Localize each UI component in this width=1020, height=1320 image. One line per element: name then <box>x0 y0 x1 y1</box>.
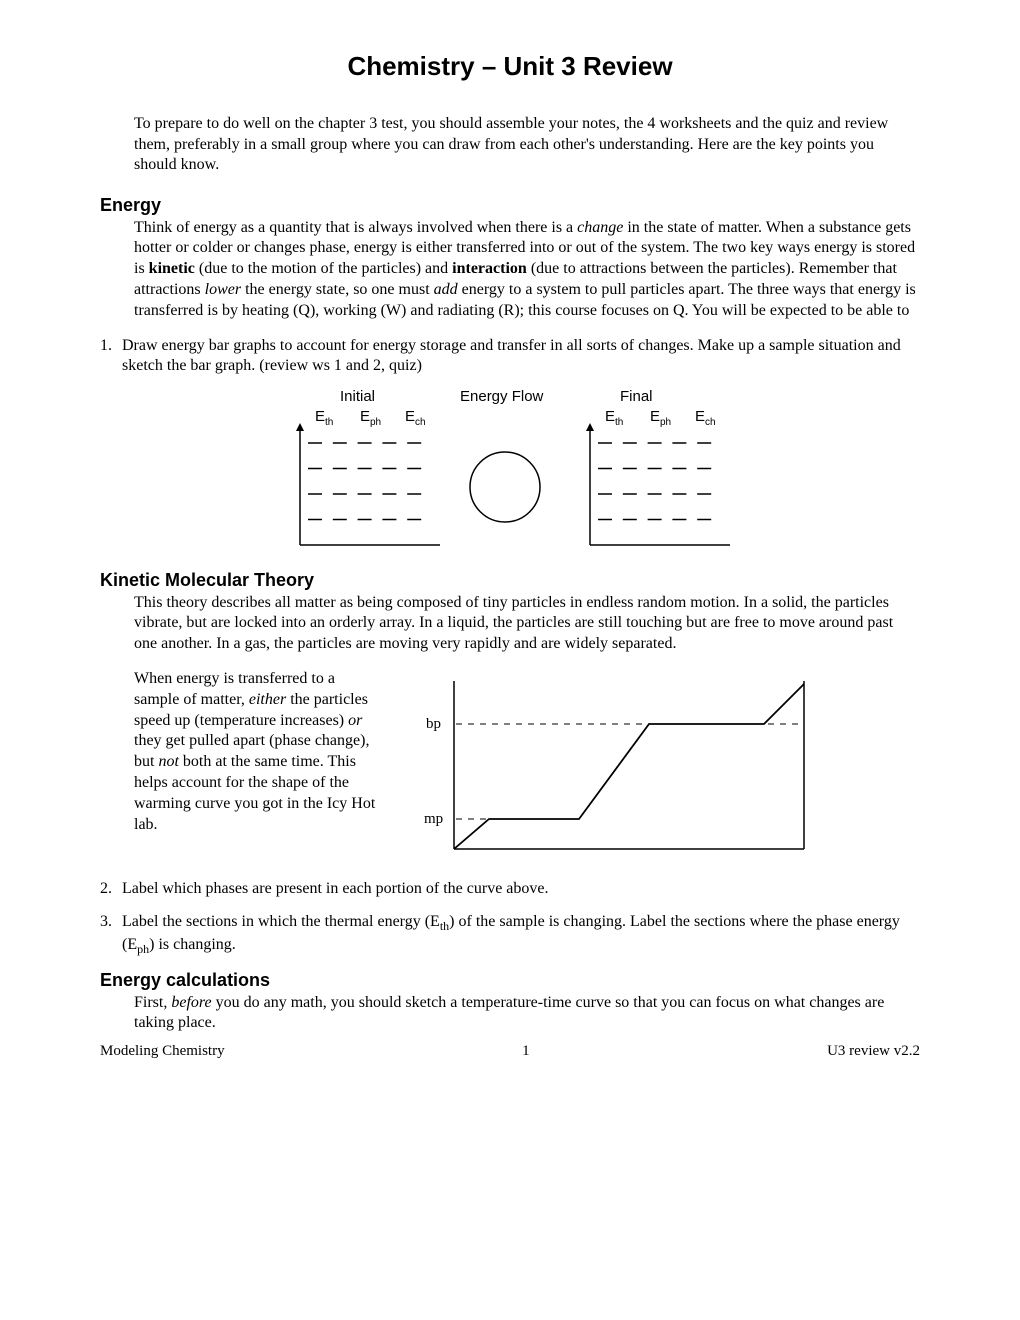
svg-text:E: E <box>405 408 415 425</box>
svg-text:E: E <box>315 408 325 425</box>
svg-text:E: E <box>695 408 705 425</box>
kmt-paragraph-1: This theory describes all matter as bein… <box>134 593 920 655</box>
footer-center: 1 <box>522 1042 530 1062</box>
section-kmt-heading: Kinetic Molecular Theory <box>100 569 920 592</box>
kmt-paragraph-2: When energy is transferred to a sample o… <box>134 669 384 835</box>
svg-text:E: E <box>650 408 660 425</box>
svg-text:Initial: Initial <box>340 388 375 405</box>
svg-text:Final: Final <box>620 388 653 405</box>
footer-right: U3 review v2.2 <box>827 1042 920 1062</box>
page-footer: Modeling Chemistry 1 U3 review v2.2 <box>100 1042 920 1062</box>
question-1: 1.Draw energy bar graphs to account for … <box>100 336 920 378</box>
section-calc-heading: Energy calculations <box>100 969 920 992</box>
heating-curve-diagram: bp mp <box>404 669 814 869</box>
svg-text:ch: ch <box>415 417 426 428</box>
svg-text:Energy Flow: Energy Flow <box>460 388 544 405</box>
svg-text:mp: mp <box>424 811 443 827</box>
svg-text:E: E <box>605 408 615 425</box>
svg-text:ch: ch <box>705 417 716 428</box>
energy-paragraph: Think of energy as a quantity that is al… <box>134 218 920 322</box>
section-energy-heading: Energy <box>100 194 920 217</box>
svg-text:ph: ph <box>660 417 671 428</box>
footer-left: Modeling Chemistry <box>100 1042 225 1062</box>
intro-paragraph: To prepare to do well on the chapter 3 t… <box>134 114 920 176</box>
svg-text:th: th <box>615 417 623 428</box>
calc-paragraph: First, before you do any math, you shoul… <box>134 993 920 1035</box>
svg-text:th: th <box>325 417 333 428</box>
energy-bar-diagram: InitialEnergy FlowFinalEthEphEchEthEphEc… <box>100 387 920 557</box>
question-2: 2.Label which phases are present in each… <box>100 879 920 900</box>
page-title: Chemistry – Unit 3 Review <box>100 50 920 84</box>
question-3: 3.Label the sections in which the therma… <box>100 912 920 958</box>
svg-text:E: E <box>360 408 370 425</box>
svg-text:ph: ph <box>370 417 381 428</box>
svg-text:bp: bp <box>426 716 441 732</box>
